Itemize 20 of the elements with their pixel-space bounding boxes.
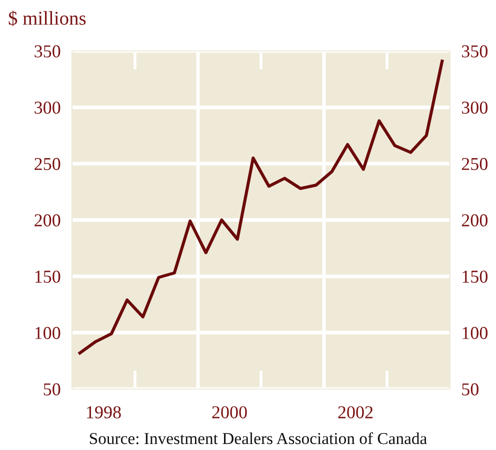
y2-tick-label: 150 — [462, 270, 488, 283]
y-tick-label: 200 — [34, 214, 60, 226]
y2-tick-label: 100 — [462, 326, 488, 340]
y2-tick-label: 350 — [462, 45, 488, 58]
x-tick-label: 1998 — [87, 406, 121, 418]
y-tick-label: 250 — [34, 158, 60, 170]
source-note: Source: Investment Dealers Association of Canada — [90, 432, 427, 444]
y2-tick-label: 50 — [462, 383, 478, 396]
y-axis-title: $ millions — [8, 10, 86, 26]
y2-tick-label: 200 — [462, 214, 488, 226]
line-series — [78, 60, 444, 354]
y2-tick-label: 250 — [462, 158, 488, 170]
y-tick-label: 300 — [34, 102, 60, 114]
y-tick-label: 100 — [35, 326, 60, 340]
y-tick-label: 350 — [34, 45, 60, 58]
x-tick-label: 2002 — [338, 406, 373, 418]
y2-tick-label: 300 — [462, 102, 488, 114]
y-tick-label: 50 — [44, 383, 60, 396]
y-tick-label: 150 — [35, 270, 60, 283]
x-tick-label: 2000 — [212, 406, 247, 418]
